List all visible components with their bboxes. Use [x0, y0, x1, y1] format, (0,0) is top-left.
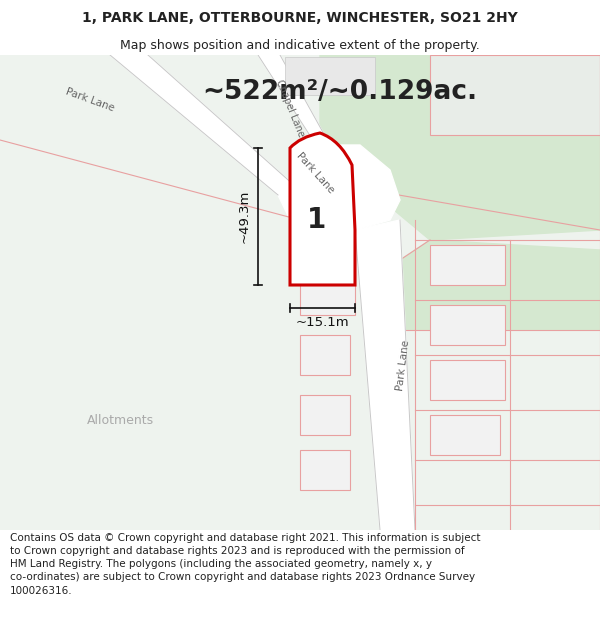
Bar — [300, 335, 350, 375]
Bar — [285, 57, 375, 95]
Polygon shape — [110, 55, 305, 195]
Bar — [300, 395, 350, 435]
Text: Park Lane: Park Lane — [294, 151, 336, 195]
Text: Contains OS data © Crown copyright and database right 2021. This information is : Contains OS data © Crown copyright and d… — [10, 533, 480, 596]
Text: ~522m²/~0.129ac.: ~522m²/~0.129ac. — [202, 79, 478, 105]
Text: Park Lane: Park Lane — [64, 87, 116, 113]
Text: 1, PARK LANE, OTTERBOURNE, WINCHESTER, SO21 2HY: 1, PARK LANE, OTTERBOURNE, WINCHESTER, S… — [82, 11, 518, 25]
PathPatch shape — [290, 133, 355, 285]
Text: ~49.3m: ~49.3m — [238, 190, 251, 243]
Polygon shape — [320, 55, 600, 240]
Text: Park Lane: Park Lane — [395, 339, 411, 391]
Bar — [430, 245, 505, 285]
Bar — [430, 55, 600, 135]
Bar — [430, 360, 505, 400]
Bar — [300, 275, 355, 315]
Bar — [430, 415, 500, 455]
Text: Map shows position and indicative extent of the property.: Map shows position and indicative extent… — [120, 39, 480, 51]
Text: Allotments: Allotments — [86, 414, 154, 426]
Text: 1: 1 — [307, 206, 326, 234]
Text: Chapel Lane: Chapel Lane — [274, 78, 306, 138]
Text: ~15.1m: ~15.1m — [296, 316, 349, 329]
Polygon shape — [370, 240, 600, 330]
Polygon shape — [258, 55, 330, 148]
Bar — [430, 305, 505, 345]
Bar — [300, 450, 350, 490]
Polygon shape — [355, 220, 415, 530]
Polygon shape — [278, 145, 400, 230]
